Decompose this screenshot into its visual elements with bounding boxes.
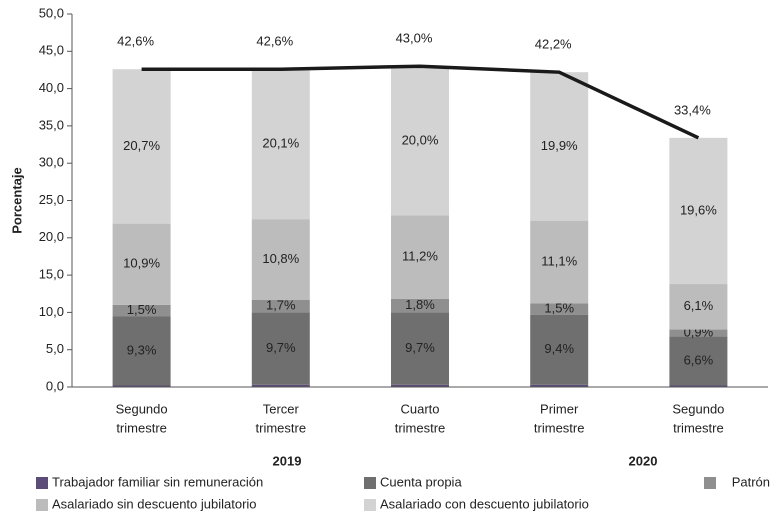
data-label: 6,1% [684,298,714,313]
x-tick-label: trimestre [534,420,585,435]
bar-segment [391,66,449,216]
bar-segment [530,303,589,315]
legend-label: Trabajador familiar sin remuneración [52,474,263,489]
y-tick-label: 45,0 [39,43,64,58]
data-label: 1,7% [266,297,296,312]
bar-segment [112,385,171,387]
bar-segment [391,298,449,313]
y-tick-label: 40,0 [39,80,64,95]
data-label: 19,9% [541,138,578,153]
x-tick-label: Segundo [672,401,724,416]
x-tick-label: trimestre [395,420,446,435]
y-tick-label: 50,0 [39,5,64,20]
data-label: 1,8% [405,297,435,312]
y-tick-label: 10,0 [39,304,64,319]
bar-segment [669,284,728,330]
legend-label: Asalariado sin descuento jubilatorio [52,496,257,511]
bar-segment [251,219,310,300]
y-tick-label: 30,0 [39,155,64,170]
legend-label: Asalariado con descuento jubilatorio [380,496,589,511]
data-label: 20,7% [123,138,160,153]
line-label: 43,0% [396,31,433,46]
data-label: 20,0% [402,132,439,147]
total-line [141,64,700,140]
bar-segment [112,316,171,386]
legend-label: Patrón [732,474,770,489]
bar-segment [669,336,728,386]
y-tick-label: 20,0 [39,229,64,244]
x-tick-label: trimestre [116,420,167,435]
y-tick-label: 25,0 [39,192,64,207]
bar-segment [669,329,728,337]
y-axis-label: Porcentaje [9,167,24,233]
bar-segment [530,220,589,304]
bar-segment [530,314,589,385]
bar-segment [669,385,728,387]
data-label: 9,3% [127,342,157,357]
line-label: 42,6% [256,34,293,49]
bar-segment [112,304,171,317]
x-tick-label: trimestre [673,420,724,435]
data-label: 11,2% [402,249,438,264]
group-label: 2020 [629,453,658,468]
bar-segment [530,72,589,221]
bar-segment [251,384,310,387]
data-label: 1,5% [544,300,574,315]
bar-segment [251,312,310,385]
legend-swatch [704,477,716,489]
data-label: 11,1% [541,253,577,268]
legend-swatch [36,499,48,511]
bar-segment [251,69,310,220]
data-label: 6,6% [684,352,714,367]
x-tick-label: Primer [540,401,579,416]
bar-segment [251,299,310,313]
data-label: 9,7% [405,340,435,355]
data-label: 19,6% [680,202,717,217]
group-label: 2019 [273,453,302,468]
x-tick-label: trimestre [256,420,307,435]
bar-segment [391,215,449,299]
y-tick-label: 5,0 [46,341,64,356]
legend-swatch [36,477,48,489]
line-label: 42,2% [535,37,572,52]
legend-swatch [364,499,376,511]
data-label: 10,8% [262,251,299,266]
data-label: 9,4% [544,341,574,356]
y-tick-label: 0,0 [46,378,64,393]
x-tick-label: Tercer [263,401,300,416]
data-label: 9,7% [266,340,296,355]
x-tick-label: Segundo [116,401,168,416]
line-label: 42,6% [117,34,154,49]
bar-segment [112,223,171,305]
bar-segment [669,137,728,285]
legend-swatch [364,477,376,489]
y-tick-label: 35,0 [39,117,64,132]
line-label: 33,4% [674,102,711,117]
data-label: 20,1% [262,136,299,151]
bar-segment [112,69,171,224]
bar-segment [530,384,589,387]
data-label: 10,9% [123,256,160,271]
x-tick-label: Cuarto [400,401,439,416]
bar-segment [391,312,449,385]
bar-segment [391,384,449,387]
legend-label: Cuenta propia [380,474,462,489]
y-tick-label: 15,0 [39,267,64,282]
data-label: 1,5% [127,302,157,317]
